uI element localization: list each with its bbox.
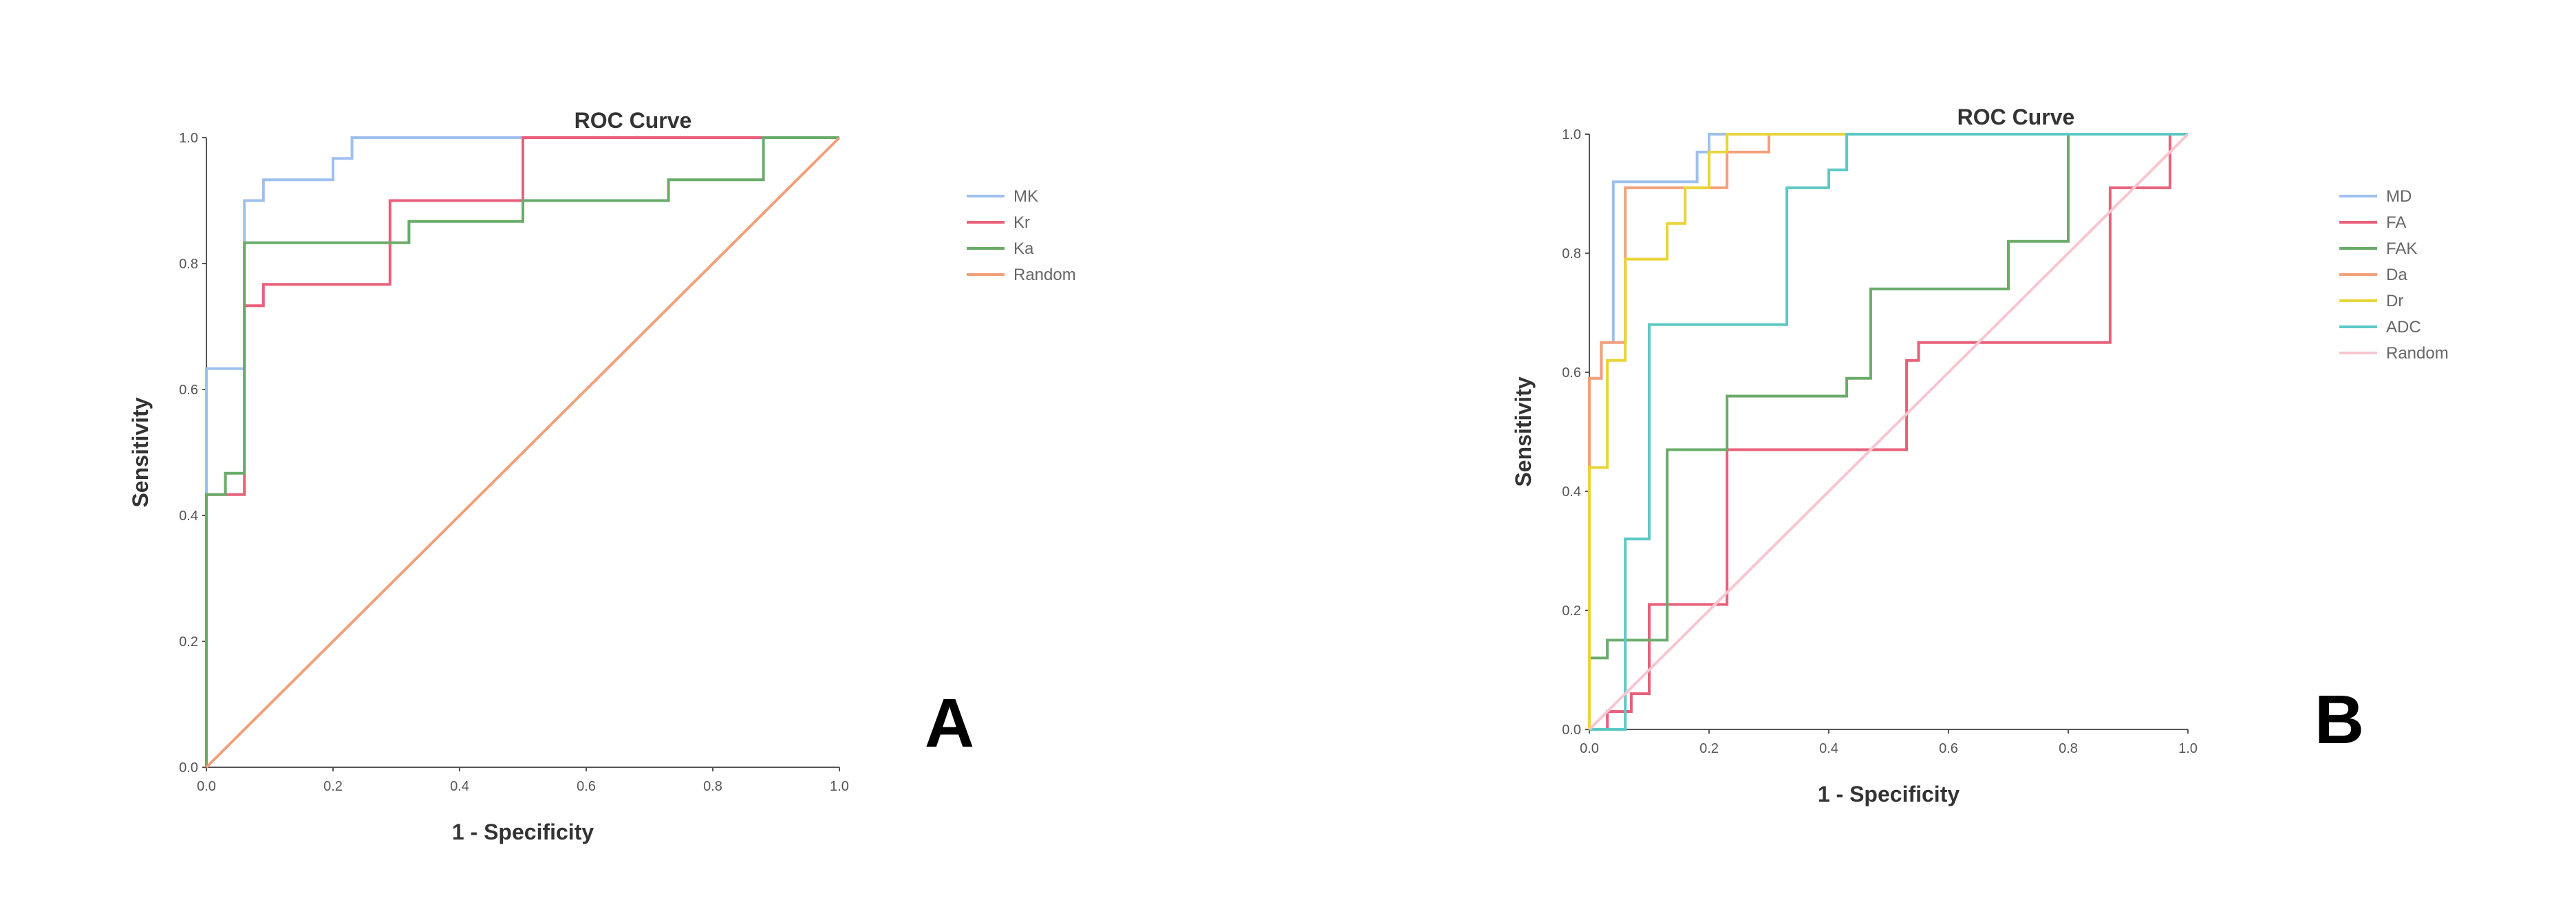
- x-tick-label: 0.2: [323, 779, 343, 794]
- series-line-da: [1588, 133, 2188, 729]
- y-tick-label: 0.4: [179, 509, 198, 524]
- x-axis-label: 1 - Specificity: [452, 820, 594, 844]
- y-tick-label: 0.2: [1562, 603, 1581, 619]
- legend-label: Da: [2386, 266, 2407, 284]
- series-line-adc: [1589, 133, 2188, 731]
- legend-label: FA: [2386, 213, 2406, 232]
- series-line-mk: [205, 136, 839, 767]
- legend-label: Ka: [1013, 239, 1034, 258]
- y-tick-label: 0.2: [179, 634, 198, 650]
- x-tick-label: 0.2: [1699, 741, 1719, 756]
- legend-label: Random: [2386, 344, 2449, 363]
- series-line-ka: [205, 136, 839, 767]
- y-tick-label: 0.0: [179, 760, 198, 776]
- series-line-random: [205, 136, 841, 769]
- series-line-fak: [1588, 133, 2188, 729]
- roc-panel-a: 0.0 0.2 0.4 0.6 0.8 1.0 0.0 0.2 0.4 0.6 0.8 1.0 ROC …: [128, 108, 1076, 844]
- legend: MD FA FAK Da Dr ADC Random: [2339, 187, 2449, 363]
- y-tick-label: 1.0: [179, 131, 198, 146]
- legend-label: Dr: [2386, 292, 2403, 310]
- chart-title: ROC Curve: [1957, 105, 2075, 129]
- y-tick-label: 0.8: [1562, 246, 1581, 261]
- series-line-random: [1588, 133, 2189, 731]
- series-line-kr: [205, 136, 839, 767]
- y-tick-label: 0.0: [1562, 723, 1581, 738]
- x-tick-label: 0.4: [450, 779, 469, 794]
- x-tick-label: 0.4: [1819, 741, 1838, 756]
- legend-label: Kr: [1013, 213, 1030, 232]
- x-tick-label: 0.6: [577, 779, 596, 794]
- x-tick-label: 0.0: [1580, 741, 1599, 756]
- x-tick-label: 1.0: [830, 779, 849, 794]
- series-line-dr: [1588, 133, 2188, 729]
- x-axis-label: 1 - Specificity: [1818, 782, 1960, 806]
- legend-label: ADC: [2386, 318, 2421, 336]
- y-axis-label: Sensitivity: [1511, 376, 1536, 487]
- roc-panel-b: 0.0 0.2 0.4 0.6 0.8 1.0 0.0 0.2 0.4 0.6 0.8 1.0 ROC …: [1511, 105, 2449, 806]
- legend-label: MD: [2386, 187, 2412, 206]
- legend-label: FAK: [2386, 239, 2417, 258]
- x-tick-label: 1.0: [2178, 741, 2198, 756]
- y-tick-label: 0.6: [179, 383, 198, 398]
- y-axis-label: Sensitivity: [128, 397, 153, 507]
- x-tick-label: 0.0: [197, 779, 216, 794]
- x-tick-label: 0.8: [703, 779, 722, 794]
- chart-title: ROC Curve: [575, 108, 692, 133]
- y-tick-label: 0.4: [1562, 484, 1581, 500]
- series-line-fa: [1589, 133, 2188, 731]
- panel-label: A: [925, 685, 974, 762]
- legend-label: Random: [1013, 266, 1076, 284]
- legend: MK Kr Ka Random: [967, 187, 1076, 284]
- y-tick-label: 0.6: [1562, 365, 1581, 381]
- legend-label: MK: [1013, 187, 1038, 206]
- y-tick-label: 1.0: [1562, 127, 1581, 142]
- y-tick-label: 0.8: [179, 257, 198, 272]
- x-tick-label: 0.6: [1939, 741, 1958, 756]
- panel-label: B: [2315, 681, 2364, 758]
- x-tick-label: 0.8: [2059, 741, 2078, 756]
